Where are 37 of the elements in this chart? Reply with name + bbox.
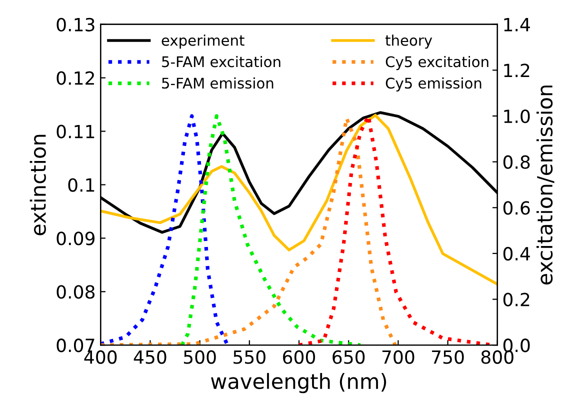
- line-series: [100, 114, 498, 286]
- y-tick-label: 0.12: [56, 71, 94, 85]
- y2-tick-label: 0.4: [503, 246, 530, 261]
- legend-label: Cy5 emission: [386, 77, 482, 92]
- x-tick-label: 600: [283, 350, 316, 364]
- y2-tick-label: 0.2: [503, 292, 530, 306]
- x-axis-title: wavelength (nm): [211, 372, 386, 394]
- x-tick-label: 800: [481, 350, 514, 364]
- x-tick-label: 550: [234, 350, 266, 364]
- legend-label: Cy5 excitation: [386, 56, 488, 70]
- line-series: [100, 116, 398, 346]
- x-tick-label: 650: [332, 350, 365, 364]
- x-tick-label: 750: [432, 350, 464, 364]
- y-tick-label: 0.13: [56, 18, 94, 32]
- legend-label: experiment: [162, 34, 244, 49]
- x-tick-label: 500: [184, 350, 216, 364]
- y2-tick-label: 1.0: [504, 109, 530, 124]
- legend-label: 5-FAM excitation: [162, 56, 280, 68]
- line-series: [100, 114, 230, 346]
- x-tick-label: 700: [382, 350, 414, 364]
- legend-label: theory: [385, 34, 432, 49]
- x-tick-label: 400: [84, 350, 117, 364]
- y-tick-label: 0.11: [56, 124, 94, 138]
- y-tick-label: 0.1: [68, 178, 94, 192]
- y2-tick-label: 1.4: [504, 18, 530, 32]
- y2-tick-label: 0.0: [503, 338, 530, 352]
- x-tick-label: 450: [134, 350, 166, 364]
- y-tick-label: 0.07: [56, 338, 94, 352]
- y-tick-label: 0.08: [56, 285, 95, 299]
- y-axis-title: extinction: [30, 134, 46, 236]
- y-tick-label: 0.09: [56, 232, 94, 246]
- line-series: [180, 114, 362, 346]
- y2-tick-label: 0.8: [503, 155, 530, 169]
- y2-axis-title: excitation/emission: [536, 86, 554, 285]
- y2-tick-label: 0.6: [503, 201, 530, 215]
- legend-label: 5-FAM emission: [162, 77, 274, 89]
- y2-tick-label: 1.2: [504, 64, 530, 78]
